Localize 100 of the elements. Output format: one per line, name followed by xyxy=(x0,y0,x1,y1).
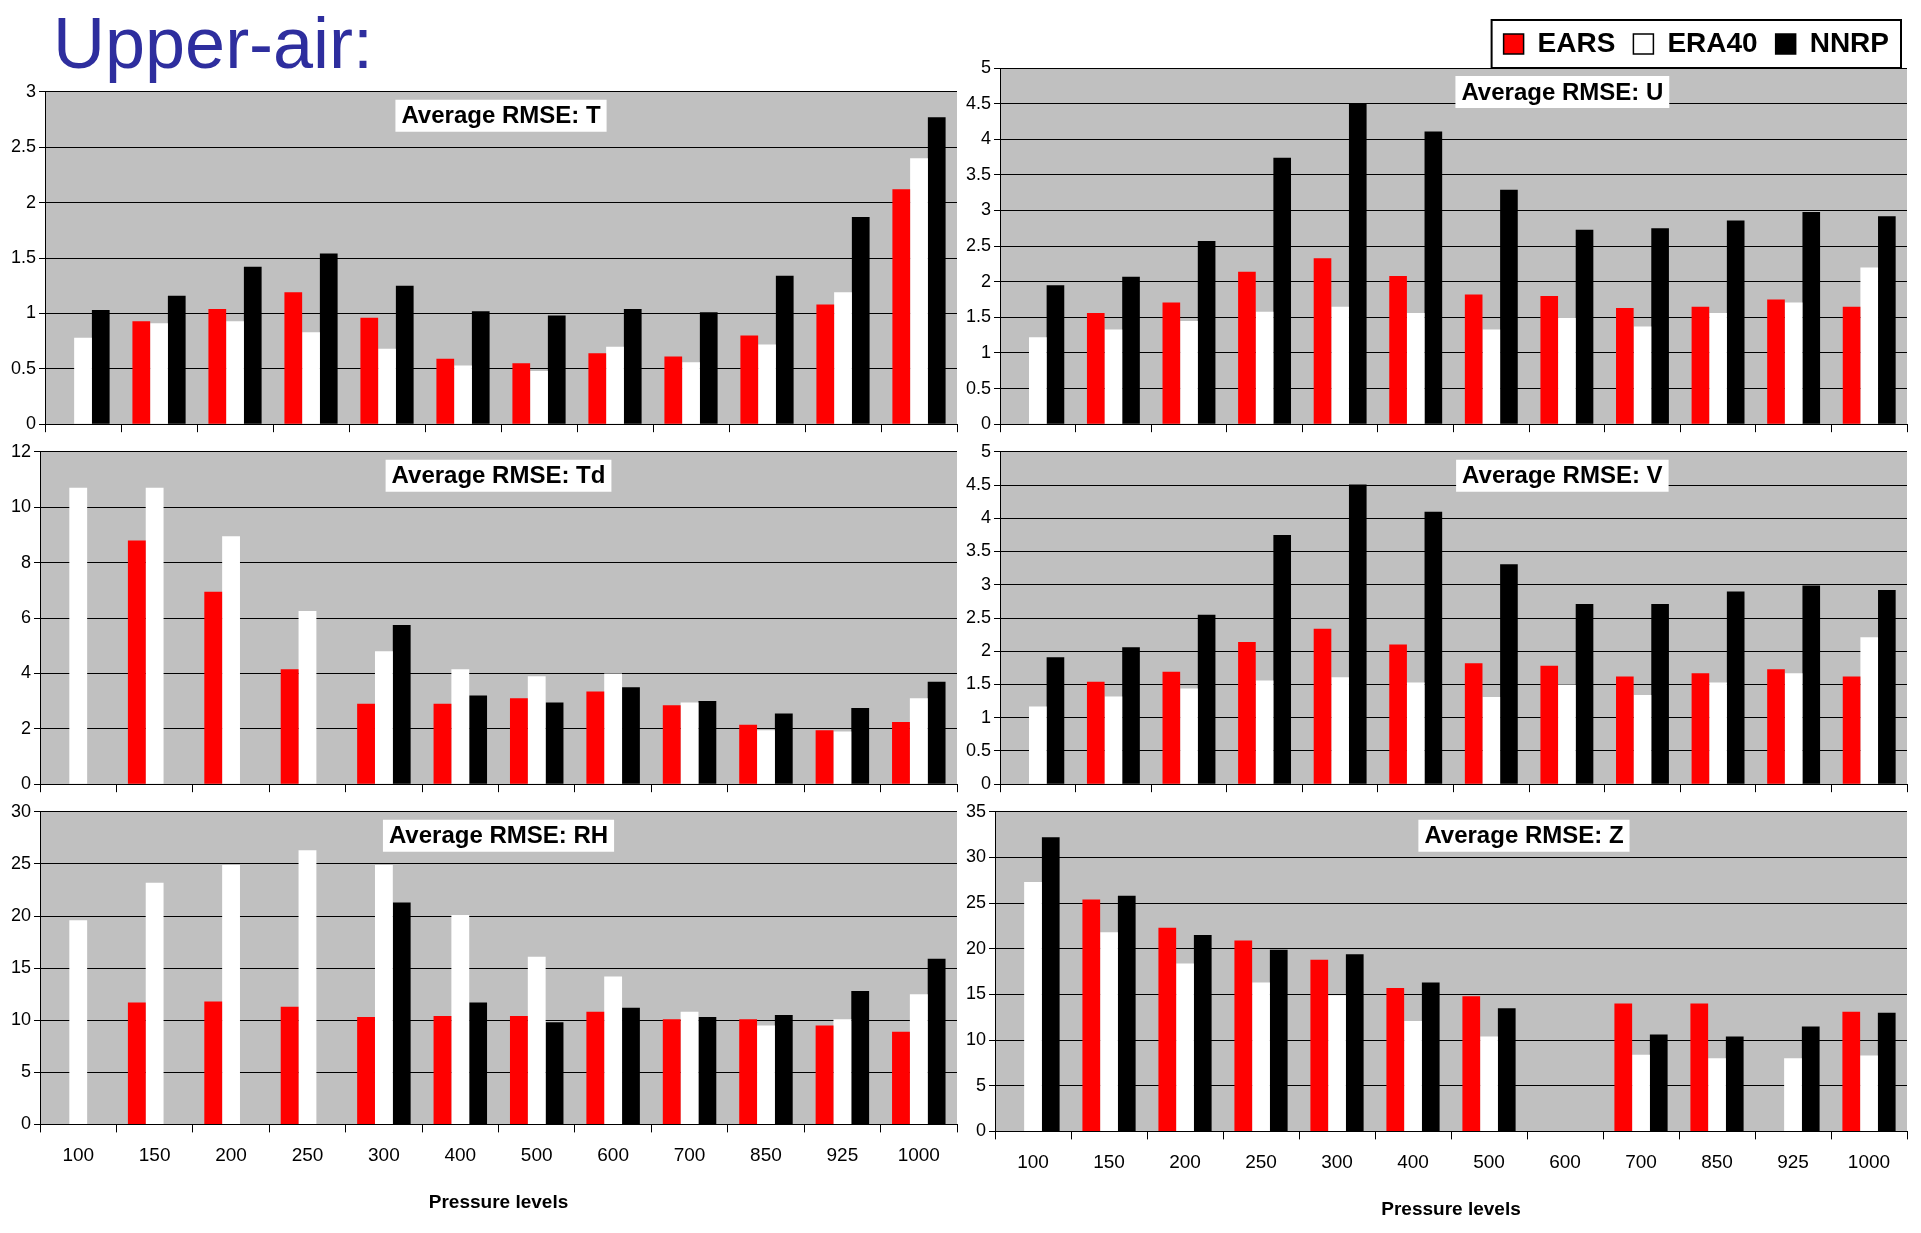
bar xyxy=(1784,1058,1802,1131)
y-tick-label: 2.5 xyxy=(965,235,992,256)
bar xyxy=(150,323,168,424)
y-tick-label: 10 xyxy=(10,496,32,517)
bar xyxy=(530,371,548,424)
bar xyxy=(1082,899,1101,1131)
y-tick-label: 1 xyxy=(26,302,37,323)
bar xyxy=(374,651,393,784)
bar xyxy=(892,1031,910,1124)
bar xyxy=(1404,1020,1422,1131)
bar xyxy=(1310,959,1329,1131)
bar xyxy=(1480,1036,1498,1131)
bar xyxy=(1252,982,1270,1131)
y-tick-label: 2 xyxy=(21,717,32,738)
y-tick-label: 5 xyxy=(21,1061,32,1082)
y-tick-label: 0 xyxy=(21,773,32,794)
chart-title: Average RMSE: Td xyxy=(391,461,606,489)
bar xyxy=(1406,682,1425,784)
bar xyxy=(509,698,528,784)
bar xyxy=(298,611,317,784)
bar xyxy=(454,365,472,424)
bar xyxy=(815,1025,834,1124)
bar xyxy=(433,1016,452,1124)
bar xyxy=(1709,682,1727,784)
bar xyxy=(739,724,758,784)
bar xyxy=(1616,308,1634,424)
x-tick-label: 300 xyxy=(1321,1151,1353,1173)
bar xyxy=(1100,932,1118,1131)
bar xyxy=(604,673,623,784)
y-tick-label: 2 xyxy=(981,270,992,291)
x-axis-title: Pressure levels xyxy=(428,1190,569,1212)
x-tick-label: 850 xyxy=(1701,1151,1733,1173)
x-tick-label: 200 xyxy=(215,1144,247,1166)
bar xyxy=(1767,669,1785,784)
x-tick-label: 400 xyxy=(1397,1151,1429,1173)
y-tick-label: 5 xyxy=(976,1074,987,1095)
y-tick-label: 0 xyxy=(981,413,992,434)
y-tick-label: 10 xyxy=(965,1029,987,1050)
bar xyxy=(378,348,396,424)
bar xyxy=(1558,684,1576,784)
y-tick-label: 0.5 xyxy=(965,739,992,760)
chart-title: Average RMSE: V xyxy=(1462,461,1663,489)
x-tick-label: 150 xyxy=(138,1144,171,1166)
y-tick-label: 3 xyxy=(26,80,37,101)
y-tick-label: 20 xyxy=(965,937,987,958)
y-tick-label: 6 xyxy=(21,606,32,627)
bar xyxy=(1086,681,1105,784)
bar xyxy=(1238,641,1256,784)
y-tick-label: 1 xyxy=(981,706,992,727)
bar xyxy=(1784,673,1803,784)
x-tick-label: 600 xyxy=(597,1144,629,1166)
bar xyxy=(1328,995,1346,1131)
bar xyxy=(1238,271,1256,424)
bar xyxy=(1708,1058,1726,1131)
bar xyxy=(1633,326,1652,424)
x-tick-label: 600 xyxy=(1549,1151,1581,1173)
bar xyxy=(204,591,223,784)
bar xyxy=(145,487,164,784)
bar xyxy=(1313,258,1332,424)
y-tick-label: 2.5 xyxy=(965,606,992,627)
bar xyxy=(1614,1003,1633,1131)
chart-title: Average RMSE: T xyxy=(401,101,601,129)
bar xyxy=(758,344,776,424)
y-tick-label: 1.5 xyxy=(965,306,992,327)
bar xyxy=(1180,688,1198,784)
y-tick-label: 4.5 xyxy=(965,474,992,495)
bar xyxy=(1162,302,1181,424)
bar xyxy=(433,703,452,784)
bar xyxy=(69,920,88,1124)
y-tick-label: 30 xyxy=(965,846,987,867)
legend-label: NNRP xyxy=(1809,26,1890,58)
bar xyxy=(910,158,928,424)
bar xyxy=(357,1017,375,1124)
bar xyxy=(280,1006,299,1124)
bar xyxy=(909,994,928,1124)
bar xyxy=(1162,671,1181,784)
x-tick-label: 250 xyxy=(291,1144,324,1166)
bar xyxy=(1234,940,1253,1131)
bar xyxy=(357,703,375,784)
bar xyxy=(1086,313,1105,424)
y-tick-label: 5 xyxy=(981,440,992,461)
bar xyxy=(816,304,835,424)
bar xyxy=(1024,882,1042,1131)
bar xyxy=(1842,306,1861,424)
bar xyxy=(1176,963,1194,1131)
bar xyxy=(1709,313,1727,424)
y-tick-label: 0 xyxy=(26,413,37,434)
bar xyxy=(833,1019,852,1124)
bar xyxy=(1255,680,1274,784)
y-tick-label: 1 xyxy=(981,341,992,362)
y-tick-label: 25 xyxy=(965,892,987,913)
bar xyxy=(1028,337,1047,424)
y-tick-label: 2 xyxy=(26,191,37,212)
y-tick-label: 4 xyxy=(21,662,32,683)
bar xyxy=(1389,276,1407,424)
x-tick-label: 500 xyxy=(1473,1151,1505,1173)
y-tick-label: 2 xyxy=(981,640,992,661)
bar xyxy=(527,676,546,784)
bar xyxy=(1842,1011,1861,1131)
y-tick-label: 5 xyxy=(981,56,992,77)
